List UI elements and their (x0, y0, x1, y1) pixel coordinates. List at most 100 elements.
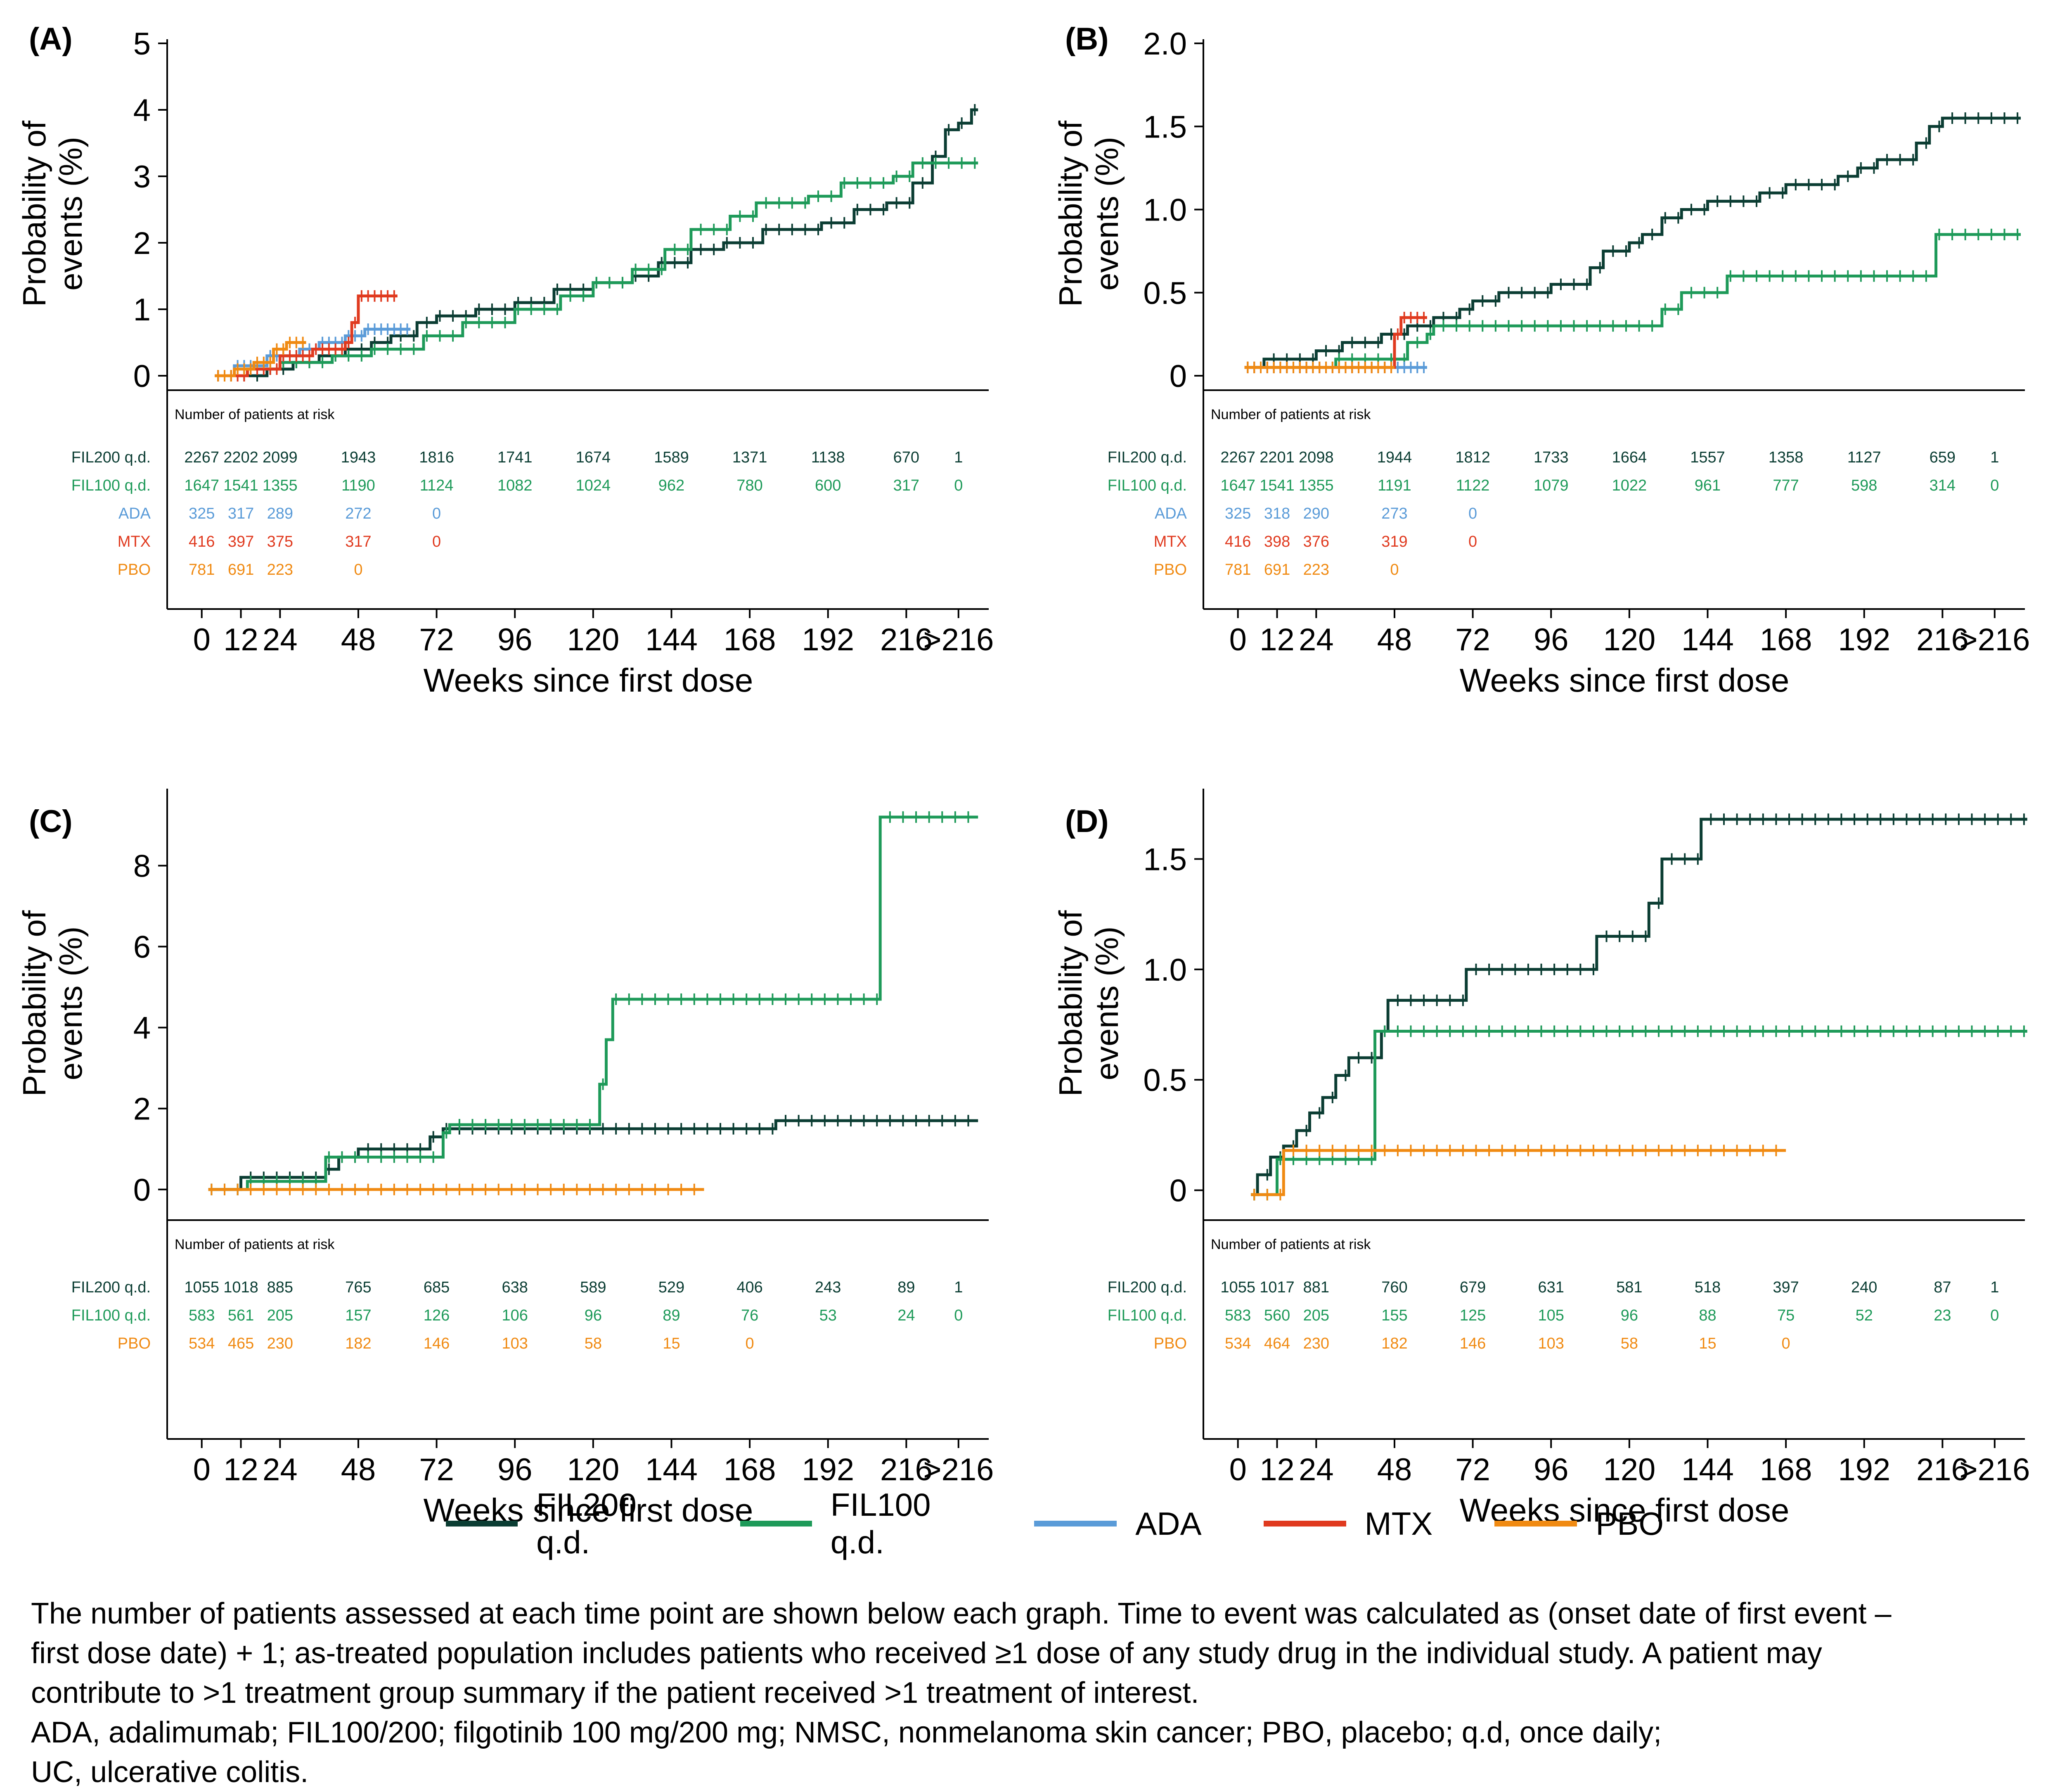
risk-table-cell: 1 (1990, 1279, 1999, 1296)
risk-table-cell: 105 (1538, 1307, 1564, 1324)
risk-table-cell: 58 (585, 1335, 602, 1352)
risk-table-cell: 376 (1303, 533, 1329, 550)
y-axis-label: events (%) (1089, 137, 1125, 291)
risk-table-cell: 685 (424, 1279, 450, 1296)
x-axis-label: Weeks since first dose (424, 662, 753, 699)
risk-table-cell: 1055 (184, 1279, 219, 1296)
risk-row-label: MTX (1154, 533, 1187, 550)
x-tick-label: 24 (1299, 622, 1334, 657)
y-tick-label: 1.5 (1143, 842, 1187, 877)
x-tick-label: 216 (880, 1452, 933, 1487)
risk-table-cell: 230 (267, 1335, 293, 1352)
risk-table-cell: 397 (228, 533, 254, 550)
risk-table-cell: 691 (228, 561, 254, 578)
risk-table-cell: 317 (893, 477, 919, 494)
risk-row-label: PBO (1154, 1335, 1187, 1352)
risk-table-cell: 679 (1460, 1279, 1486, 1296)
x-tick-label: 192 (802, 622, 854, 657)
y-axis-label: Probability of (16, 910, 52, 1096)
risk-table-cell: 205 (1303, 1307, 1329, 1324)
risk-table-cell: 125 (1460, 1307, 1486, 1324)
risk-table-cell: 1355 (1299, 477, 1334, 494)
legend-item-fil100: FIL100 q.d. (740, 1486, 973, 1561)
legend-label-ada: ADA (1135, 1505, 1202, 1542)
risk-table-cell: 1024 (576, 477, 611, 494)
legend-label-pbo: PBO (1596, 1505, 1664, 1542)
risk-table-cell: 1 (954, 449, 963, 466)
y-axis-label: Probability of (1052, 910, 1089, 1096)
risk-table-cell: 1018 (223, 1279, 258, 1296)
y-tick-label: 1.0 (1143, 193, 1187, 228)
legend-label-mtx: MTX (1364, 1505, 1433, 1542)
risk-table-cell: 106 (502, 1307, 528, 1324)
risk-table-cell: 397 (1773, 1279, 1799, 1296)
y-tick-label: 0 (1170, 1173, 1187, 1209)
risk-table-cell: 881 (1303, 1279, 1329, 1296)
y-axis-label: events (%) (1089, 927, 1125, 1081)
risk-table-cell: 318 (1264, 505, 1290, 522)
panel-label: (B) (1065, 21, 1109, 57)
legend-label-fil200: FIL200 q.d. (536, 1486, 637, 1560)
risk-row-label: ADA (118, 505, 151, 522)
panel-label: (C) (29, 804, 73, 839)
series-line-fil100-q-d- (208, 815, 978, 1191)
risk-table-cell: 691 (1264, 561, 1290, 578)
x-tick-label: 72 (419, 622, 454, 657)
risk-row-label: PBO (118, 1335, 151, 1352)
y-tick-label: 0 (133, 359, 151, 394)
y-tick-label: 2.0 (1143, 26, 1187, 62)
x-tick-label: 0 (193, 1452, 211, 1487)
x-tick-label: 48 (1377, 622, 1412, 657)
risk-table-cell: 529 (658, 1279, 684, 1296)
risk-table-cell: 583 (1225, 1307, 1251, 1324)
risk-table-cell: 1944 (1377, 449, 1412, 466)
x-tick-label: >216 (923, 622, 994, 657)
x-tick-label: >216 (1959, 622, 2030, 657)
risk-table-cell: 560 (1264, 1307, 1290, 1324)
x-tick-label: 48 (1377, 1452, 1412, 1487)
risk-row-label: FIL200 q.d. (71, 449, 151, 466)
risk-table-cell: 2202 (223, 449, 258, 466)
x-tick-label: 168 (724, 622, 776, 657)
risk-table-cell: 75 (1777, 1307, 1795, 1324)
risk-table-cell: 0 (1390, 561, 1399, 578)
risk-table-cell: 0 (1782, 1335, 1790, 1352)
legend-swatch-fil100 (740, 1521, 812, 1527)
y-tick-label: 0.5 (1143, 1063, 1187, 1098)
y-tick-label: 1.0 (1143, 953, 1187, 988)
risk-table-cell: 406 (736, 1279, 762, 1296)
x-tick-label: 96 (497, 1452, 533, 1487)
risk-row-label: ADA (1155, 505, 1187, 522)
legend-item-ada: ADA (1034, 1505, 1202, 1543)
risk-table-cell: 1124 (420, 477, 454, 494)
risk-table-cell: 15 (663, 1335, 680, 1352)
risk-table-cell: 1541 (1260, 477, 1295, 494)
risk-table-cell: 23 (1934, 1307, 1951, 1324)
x-tick-label: 168 (724, 1452, 776, 1487)
risk-table-cell: 631 (1538, 1279, 1564, 1296)
risk-table-cell: 230 (1303, 1335, 1329, 1352)
risk-table-cell: 15 (1699, 1335, 1716, 1352)
legend-swatch-ada (1034, 1521, 1117, 1527)
risk-table-cell: 205 (267, 1307, 293, 1324)
risk-row-label: FIL100 q.d. (71, 477, 151, 494)
x-tick-label: 0 (193, 622, 211, 657)
risk-row-label: PBO (118, 561, 151, 578)
risk-table-cell: 1741 (497, 449, 533, 466)
risk-table-cell: 0 (746, 1335, 754, 1352)
risk-table-cell: 243 (815, 1279, 841, 1296)
risk-table-cell: 1055 (1220, 1279, 1255, 1296)
risk-table-cell: 1816 (419, 449, 454, 466)
risk-table-title: Number of patients at risk (1211, 407, 1371, 422)
risk-table-cell: 0 (1990, 1307, 1999, 1324)
risk-table-cell: 182 (345, 1335, 371, 1352)
risk-row-label: MTX (118, 533, 151, 550)
risk-table-cell: 961 (1695, 477, 1721, 494)
series-line-fil100-q-d- (215, 161, 978, 377)
risk-table-cell: 126 (424, 1307, 450, 1324)
risk-table-cell: 885 (267, 1279, 293, 1296)
risk-table-cell: 146 (424, 1335, 450, 1352)
x-tick-label: 216 (1916, 1452, 1969, 1487)
risk-table-cell: 464 (1264, 1335, 1290, 1352)
